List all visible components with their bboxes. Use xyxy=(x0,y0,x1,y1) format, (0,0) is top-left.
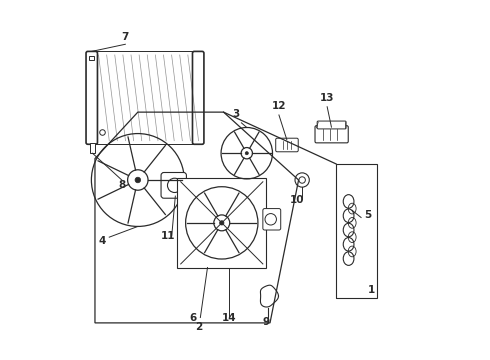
FancyBboxPatch shape xyxy=(276,138,298,152)
FancyBboxPatch shape xyxy=(193,51,204,144)
Text: 12: 12 xyxy=(271,100,286,111)
Bar xyxy=(177,178,267,267)
Text: 9: 9 xyxy=(263,317,270,327)
Circle shape xyxy=(220,221,224,225)
FancyBboxPatch shape xyxy=(92,51,198,144)
Text: 2: 2 xyxy=(195,322,202,332)
Circle shape xyxy=(245,152,248,155)
Bar xyxy=(336,164,377,298)
Text: 4: 4 xyxy=(98,236,106,246)
Text: 1: 1 xyxy=(368,284,375,294)
FancyBboxPatch shape xyxy=(315,126,348,143)
Text: 13: 13 xyxy=(320,93,334,103)
FancyBboxPatch shape xyxy=(86,51,98,144)
FancyBboxPatch shape xyxy=(263,208,281,230)
Text: 8: 8 xyxy=(118,180,125,190)
Text: 3: 3 xyxy=(232,109,240,120)
Bar xyxy=(90,143,95,153)
Bar xyxy=(89,56,94,60)
Text: 6: 6 xyxy=(190,313,197,323)
FancyBboxPatch shape xyxy=(161,172,186,198)
Circle shape xyxy=(135,177,141,183)
Text: 7: 7 xyxy=(122,32,129,42)
Text: 5: 5 xyxy=(365,210,372,220)
Text: 10: 10 xyxy=(290,195,304,205)
FancyBboxPatch shape xyxy=(317,121,346,129)
Text: 11: 11 xyxy=(161,231,175,241)
Text: 14: 14 xyxy=(221,313,236,323)
